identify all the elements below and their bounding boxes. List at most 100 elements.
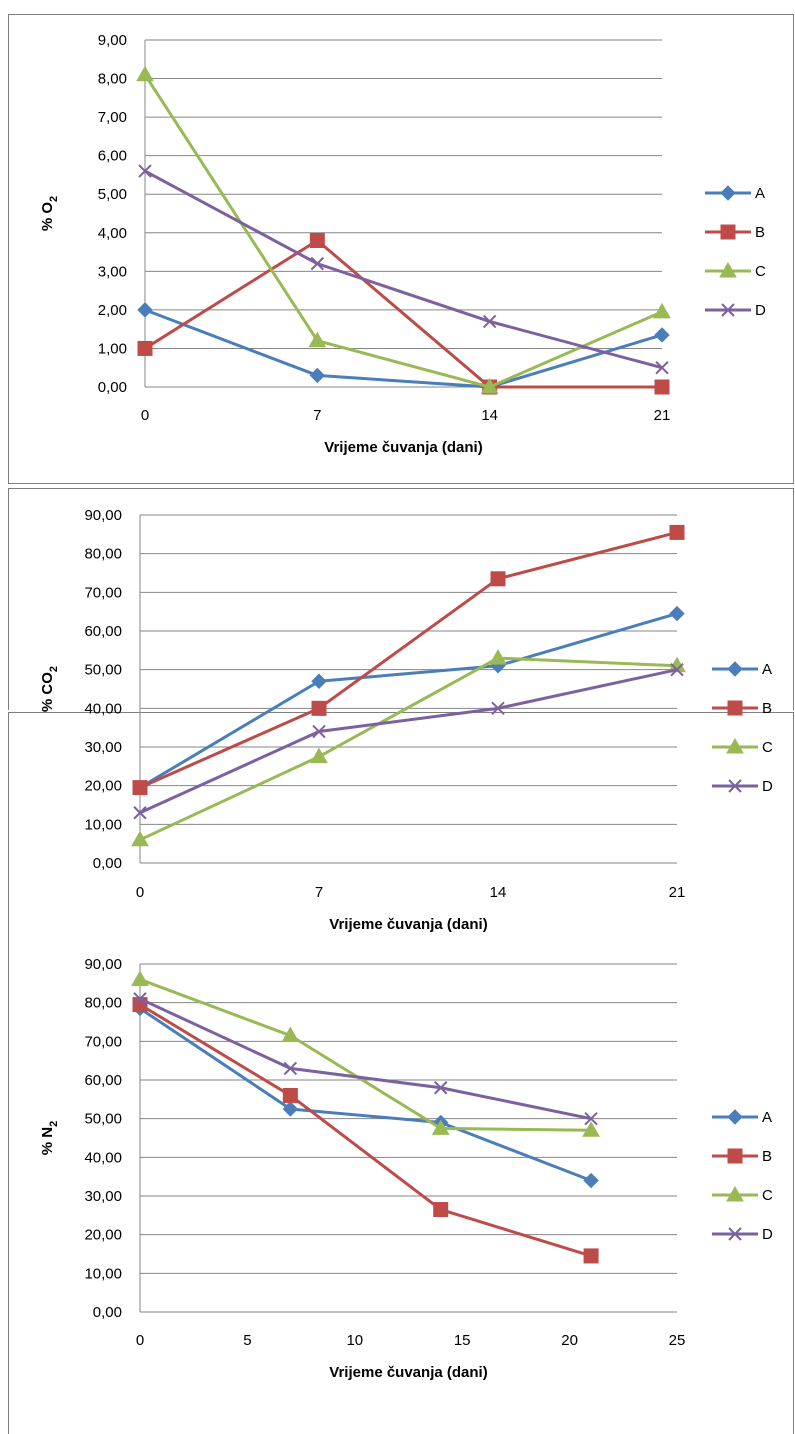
data-point-b	[282, 1087, 298, 1103]
legend-marker-a	[720, 185, 736, 201]
y-tick-label: 90,00	[84, 956, 122, 973]
y-tick-label: 30,00	[84, 739, 122, 756]
data-point-a	[654, 327, 670, 343]
y-axis-title: % CO2	[39, 666, 60, 712]
y-tick-label: 10,00	[84, 1265, 122, 1282]
series-line-b	[144, 238, 662, 389]
data-point-b	[583, 1248, 599, 1264]
y-tick-label: 5,00	[98, 186, 127, 203]
y-tick-label: 40,00	[84, 1149, 122, 1166]
y-tick-label: 40,00	[84, 700, 122, 717]
y-tick-label: 9,00	[98, 32, 127, 49]
y-tick-label: 90,00	[84, 507, 122, 524]
series-line-a	[139, 1007, 592, 1182]
data-point-c	[431, 1119, 450, 1135]
legend-marker-a	[727, 661, 743, 677]
legend-marker-b	[727, 1148, 743, 1164]
legend-label-b: B	[762, 700, 772, 717]
data-point-b	[137, 340, 153, 356]
series-line-d	[139, 668, 678, 815]
x-tick-label: 15	[454, 1332, 471, 1349]
data-point-a	[282, 1101, 299, 1117]
x-tick-label: 20	[561, 1332, 578, 1349]
legend-label-a: A	[755, 185, 765, 202]
data-point-b	[669, 524, 685, 540]
data-point-b	[490, 571, 506, 587]
series-line-d	[139, 997, 592, 1121]
data-point-c	[582, 1121, 600, 1137]
legend-label-c: C	[762, 1187, 773, 1204]
data-point-d	[491, 701, 505, 716]
data-point-b	[311, 700, 327, 716]
data-point-c	[281, 1026, 300, 1043]
data-point-a	[137, 302, 153, 318]
y-tick-label: 3,00	[98, 263, 127, 280]
data-point-a	[583, 1172, 599, 1189]
data-point-d	[655, 361, 669, 375]
series-line-d	[144, 169, 663, 370]
y-tick-label: 80,00	[84, 995, 122, 1012]
legend-label-d: D	[762, 778, 773, 795]
series-line-a	[139, 612, 678, 789]
data-point-d	[133, 992, 147, 1006]
data-point-b	[654, 379, 670, 395]
y-tick-label: 50,00	[84, 662, 122, 679]
y-axis-title: % N2	[39, 1121, 60, 1155]
legend-label-d: D	[762, 1226, 773, 1243]
data-point-c	[308, 331, 327, 348]
legend-marker-c	[726, 737, 744, 754]
legend-marker-c	[726, 1185, 744, 1202]
x-tick-label: 0	[136, 884, 144, 901]
series-line-c	[139, 978, 592, 1132]
y-tick-label: 4,00	[98, 225, 127, 242]
y-tick-label: 1,00	[98, 340, 127, 357]
data-point-d	[482, 314, 497, 329]
legend-marker-d	[728, 1227, 742, 1241]
y-tick-label: 80,00	[84, 546, 122, 563]
x-tick-label: 5	[243, 1332, 251, 1349]
legend-label-b: B	[755, 224, 765, 241]
x-tick-label: 0	[136, 1332, 144, 1349]
data-point-a	[309, 367, 326, 384]
data-point-c	[131, 830, 149, 847]
series-line-a	[144, 308, 663, 389]
y-tick-label: 20,00	[84, 1227, 122, 1244]
data-point-d	[670, 662, 684, 677]
data-point-c	[131, 970, 149, 986]
data-point-d	[310, 256, 325, 271]
series-line-c	[143, 73, 663, 389]
y-tick-label: 70,00	[84, 584, 122, 601]
x-tick-label: 0	[141, 407, 149, 424]
y-tick-label: 10,00	[84, 816, 122, 833]
legend-marker-b	[720, 224, 736, 240]
legend-label-a: A	[762, 1109, 772, 1126]
data-point-c	[653, 302, 671, 319]
y-tick-label: 0,00	[93, 855, 122, 872]
y-tick-label: 60,00	[84, 623, 122, 640]
legend-marker-d	[721, 303, 735, 317]
legend-label-c: C	[762, 739, 773, 756]
y-axis-title: % O2	[39, 196, 60, 231]
data-point-c	[310, 747, 328, 764]
data-point-b	[309, 232, 325, 248]
legend-label-c: C	[755, 263, 766, 280]
y-tick-label: 6,00	[98, 148, 127, 165]
y-tick-label: 60,00	[84, 1072, 122, 1089]
y-tick-label: 0,00	[93, 1304, 122, 1321]
legend-label-a: A	[762, 661, 772, 678]
y-tick-label: 0,00	[98, 379, 127, 396]
data-point-d	[434, 1081, 448, 1095]
data-point-d	[312, 724, 326, 739]
x-axis-title: Vrijeme čuvanja (dani)	[329, 1364, 487, 1381]
x-tick-label: 10	[346, 1332, 363, 1349]
y-tick-label: 20,00	[84, 778, 122, 795]
y-tick-label: 50,00	[84, 1111, 122, 1128]
series-line-b	[139, 530, 678, 789]
x-tick-label: 14	[490, 884, 507, 901]
x-tick-label: 21	[669, 884, 686, 901]
y-tick-label: 7,00	[98, 109, 127, 126]
legend-marker-c	[719, 261, 737, 278]
data-point-b	[433, 1202, 449, 1218]
